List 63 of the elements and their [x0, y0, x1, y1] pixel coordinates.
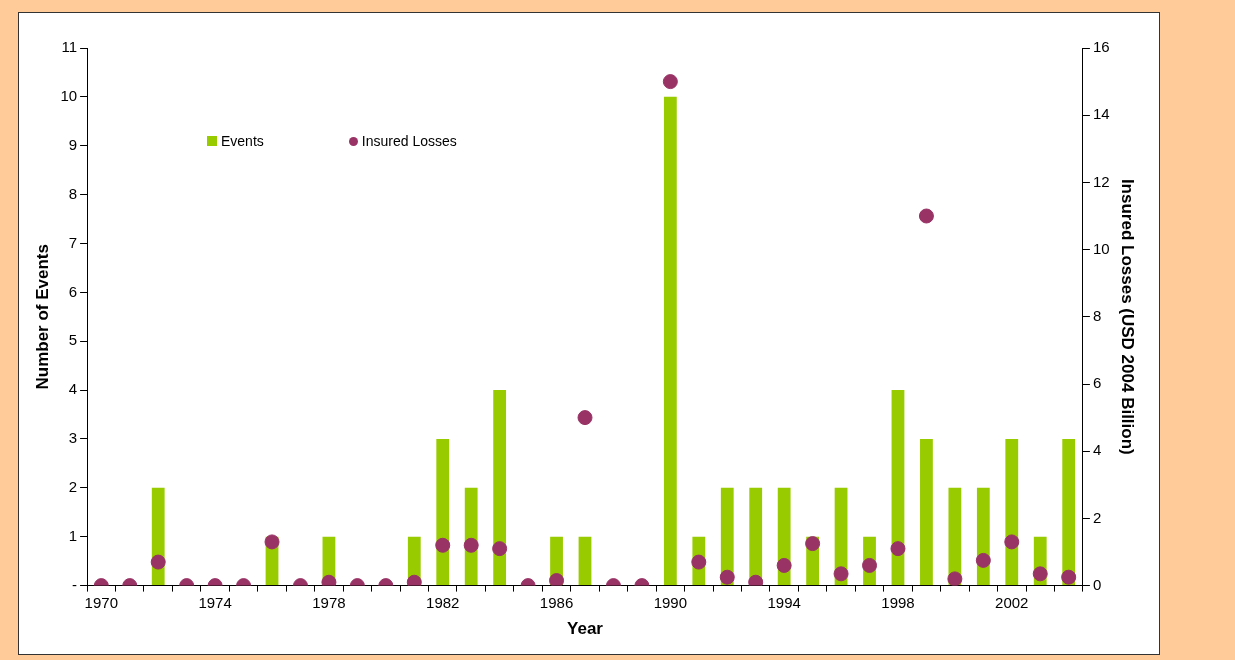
point — [549, 573, 565, 586]
y2-tick-label: 0 — [1092, 575, 1102, 593]
point — [577, 410, 593, 426]
x-axis-title: Year — [567, 619, 604, 639]
y2-tick-label: 10 — [1092, 239, 1110, 257]
y-tick-label: 8 — [68, 184, 78, 202]
y-tick-label: 10 — [60, 87, 78, 105]
x-tick-label: 1978 — [312, 593, 346, 611]
y2-tick-label: 16 — [1092, 38, 1110, 56]
y-tick-label: 7 — [68, 233, 78, 251]
point — [264, 534, 280, 550]
legend-label: Events — [221, 133, 264, 149]
point — [463, 537, 479, 553]
point — [150, 554, 166, 570]
x-tick-label: 1986 — [539, 593, 574, 611]
point — [1004, 534, 1020, 550]
point — [1061, 569, 1077, 585]
y2-tick-label: 2 — [1092, 508, 1102, 526]
x-tick-label: 1994 — [767, 593, 801, 611]
y-tick-label: 3 — [68, 429, 78, 447]
x-tick-label: 1982 — [426, 593, 460, 611]
bar — [493, 390, 507, 586]
legend-label: Insured Losses — [361, 133, 457, 149]
y2-tick-label: 12 — [1092, 172, 1110, 190]
bar — [1005, 438, 1019, 586]
y-tick-label: 9 — [68, 135, 78, 153]
y-tick-label: 5 — [68, 331, 78, 349]
y-tick-label: 6 — [68, 282, 78, 300]
bar — [920, 438, 933, 586]
y-tick-label: 2 — [68, 478, 78, 495]
point — [833, 566, 849, 582]
bar — [436, 438, 450, 586]
bar — [1062, 438, 1076, 586]
y2-tick-label: 6 — [1092, 374, 1102, 392]
y2-tick-label: 14 — [1092, 105, 1110, 123]
point — [890, 541, 906, 557]
y-axis-title: Number of Events — [32, 244, 52, 390]
y-tick-label: - — [72, 575, 78, 593]
point — [975, 552, 991, 568]
point — [662, 74, 678, 90]
y-tick-label: 1 — [68, 526, 78, 544]
bar — [578, 536, 592, 586]
bar — [663, 96, 677, 586]
point — [492, 541, 508, 557]
point — [805, 536, 821, 552]
point — [776, 557, 792, 573]
y-tick-label: 4 — [68, 380, 78, 398]
point — [918, 208, 934, 224]
y-tick-label: 11 — [61, 38, 78, 56]
y2-axis-title: Insured Losses (USD 2004 Billion) — [1118, 178, 1138, 455]
y2-tick-label: 4 — [1092, 441, 1102, 459]
x-tick-label: 1974 — [198, 593, 232, 611]
point — [719, 569, 735, 585]
point — [862, 557, 878, 573]
y2-tick-label: 8 — [1092, 306, 1102, 324]
x-tick-label: 1970 — [84, 593, 118, 611]
x-tick-label: 1998 — [881, 593, 915, 611]
point — [435, 537, 451, 553]
point — [691, 554, 707, 570]
point — [1032, 566, 1048, 582]
point — [947, 571, 963, 586]
x-tick-label: 2002 — [995, 593, 1029, 611]
x-tick-label: 1990 — [653, 593, 688, 611]
